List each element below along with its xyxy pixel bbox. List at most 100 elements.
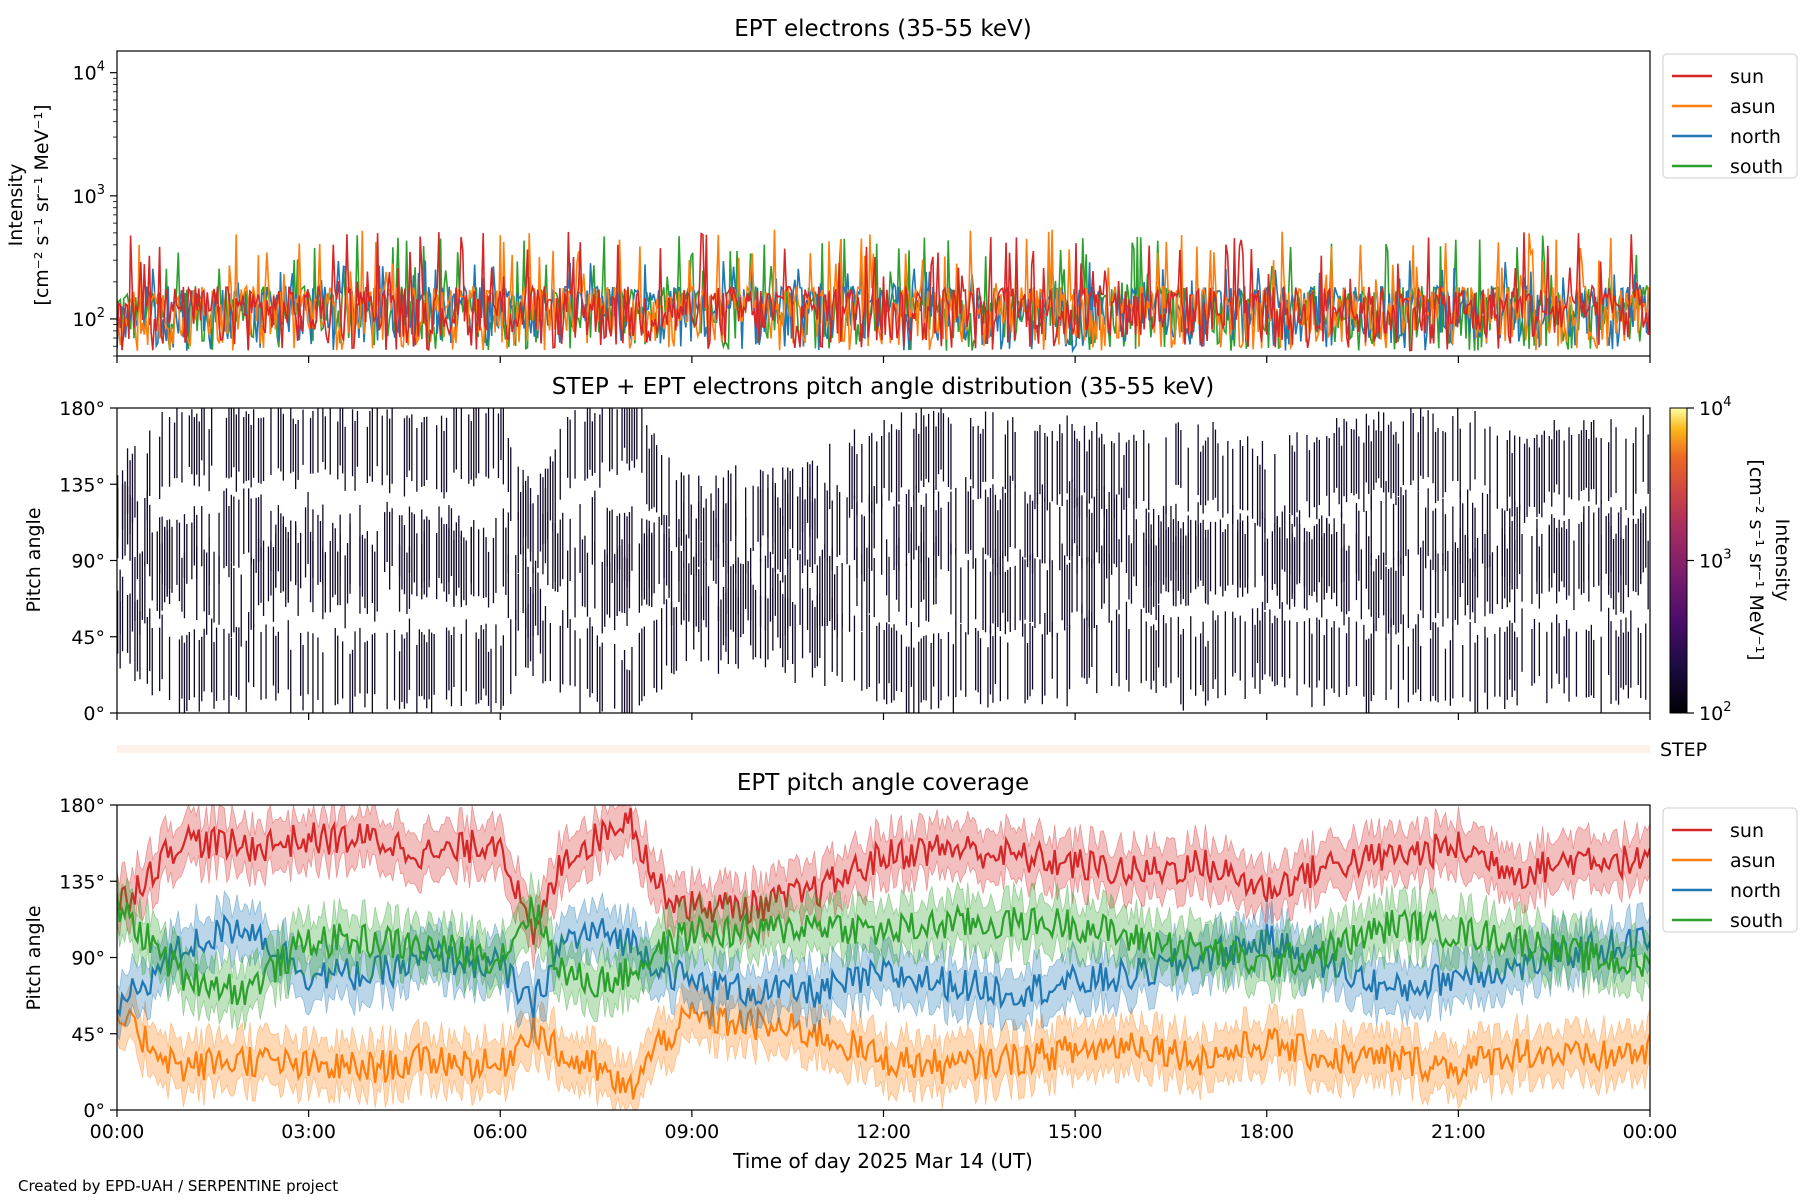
pad-cell	[1212, 610, 1214, 689]
pad-cell	[1279, 539, 1281, 609]
pad-cell	[1118, 539, 1120, 610]
pad-cell	[1568, 427, 1570, 498]
pad-cell	[1061, 543, 1063, 621]
pad-cell	[262, 417, 265, 482]
pad-cell	[1588, 543, 1590, 602]
pad-cell	[1125, 601, 1128, 680]
pad-cell	[517, 512, 519, 574]
pad-cell	[1175, 503, 1177, 571]
pad-cell	[1548, 436, 1550, 492]
pad-cell	[374, 632, 376, 695]
pad-cell	[1081, 495, 1083, 569]
pad-cell	[806, 462, 809, 523]
pad-cell	[658, 516, 660, 584]
pad-cell	[586, 408, 589, 479]
pad-cell	[1009, 475, 1011, 547]
pad-cell	[497, 413, 500, 478]
pad-cell	[297, 542, 299, 616]
pad-cell	[1086, 500, 1088, 565]
pad-cell	[965, 477, 967, 554]
pad-cell	[403, 525, 406, 595]
pad-cell	[1370, 553, 1372, 617]
pad-cell	[1519, 436, 1521, 511]
pad-cell	[554, 449, 556, 521]
pad-cell	[1484, 626, 1486, 693]
pad-cell	[918, 641, 920, 713]
intensity-legend-label-south: south	[1730, 156, 1783, 178]
pad-cell	[1316, 617, 1318, 688]
pad-cell	[272, 626, 275, 686]
pad-cell	[1437, 627, 1439, 703]
pad-cell	[623, 556, 626, 614]
pad-cell	[905, 646, 908, 713]
pad-heatmap	[117, 408, 1649, 713]
pad-cell	[683, 501, 685, 568]
pad-cell	[1014, 432, 1016, 488]
pad-cell	[591, 497, 593, 565]
pad-cell	[665, 599, 668, 666]
pad-cell	[1190, 519, 1192, 593]
pad-cell	[339, 514, 341, 577]
pad-cell	[260, 632, 262, 700]
pad-cell	[1481, 492, 1484, 564]
pad-cell	[933, 410, 935, 493]
pad-cell	[398, 544, 401, 612]
pad-cell	[129, 495, 131, 561]
pad-cell	[839, 492, 841, 556]
pad-cell	[1637, 627, 1639, 685]
pad-cell	[146, 617, 148, 684]
pad-cell	[1583, 420, 1585, 490]
pad-cell	[1158, 604, 1160, 668]
pad-cell	[487, 651, 490, 706]
pad-cell	[1195, 520, 1197, 582]
x-tick-label: 09:00	[664, 1121, 719, 1143]
pad-cell	[836, 614, 838, 676]
pad-cell	[1615, 630, 1617, 701]
pad-cell	[1125, 505, 1128, 573]
pad-cell	[994, 623, 997, 684]
pad-cell	[1140, 609, 1142, 684]
pad-cell	[193, 417, 195, 486]
pad-cell	[1128, 439, 1130, 499]
pad-cell	[393, 629, 396, 701]
pad-cell	[542, 513, 544, 575]
pad-cell	[1573, 540, 1575, 611]
pad-cell	[1321, 536, 1323, 618]
pad-cell	[947, 632, 950, 697]
pad-cell	[1365, 510, 1367, 589]
pad-cell	[1049, 502, 1051, 565]
pad-cell	[460, 530, 462, 608]
pad-cell	[1462, 503, 1464, 583]
pad-cell	[668, 457, 670, 527]
pad-cell	[1489, 426, 1491, 494]
pad-cell	[403, 418, 406, 497]
pad-cell	[1284, 620, 1286, 688]
pad-cell	[455, 408, 457, 470]
pad-cell	[987, 647, 989, 708]
pad-cell	[614, 554, 616, 630]
pad-cell	[1068, 624, 1071, 690]
pad-cell	[287, 538, 289, 600]
pad-cell	[257, 418, 260, 483]
pad-cell	[890, 627, 893, 703]
pad-cell	[344, 426, 346, 491]
pad-cell	[1031, 626, 1034, 690]
pad-cell	[925, 493, 927, 559]
pad-cell	[727, 543, 729, 614]
pad-cell	[940, 408, 942, 470]
pad-cell	[1024, 623, 1026, 704]
pad-cell	[1348, 617, 1350, 687]
pad-cell	[848, 565, 851, 632]
x-tick-label: 12:00	[856, 1121, 911, 1143]
pad-cell	[895, 502, 898, 566]
pad-cell	[1061, 433, 1063, 506]
pad-cell	[979, 638, 982, 705]
pad-cell	[710, 493, 712, 561]
pad-cell	[1615, 533, 1617, 615]
pad-cell	[1214, 521, 1217, 595]
pad-cell	[1177, 616, 1179, 678]
pad-cell	[260, 547, 262, 603]
pad-cell	[747, 561, 749, 621]
pad-cell	[1303, 541, 1306, 609]
pad-cell	[631, 647, 633, 713]
